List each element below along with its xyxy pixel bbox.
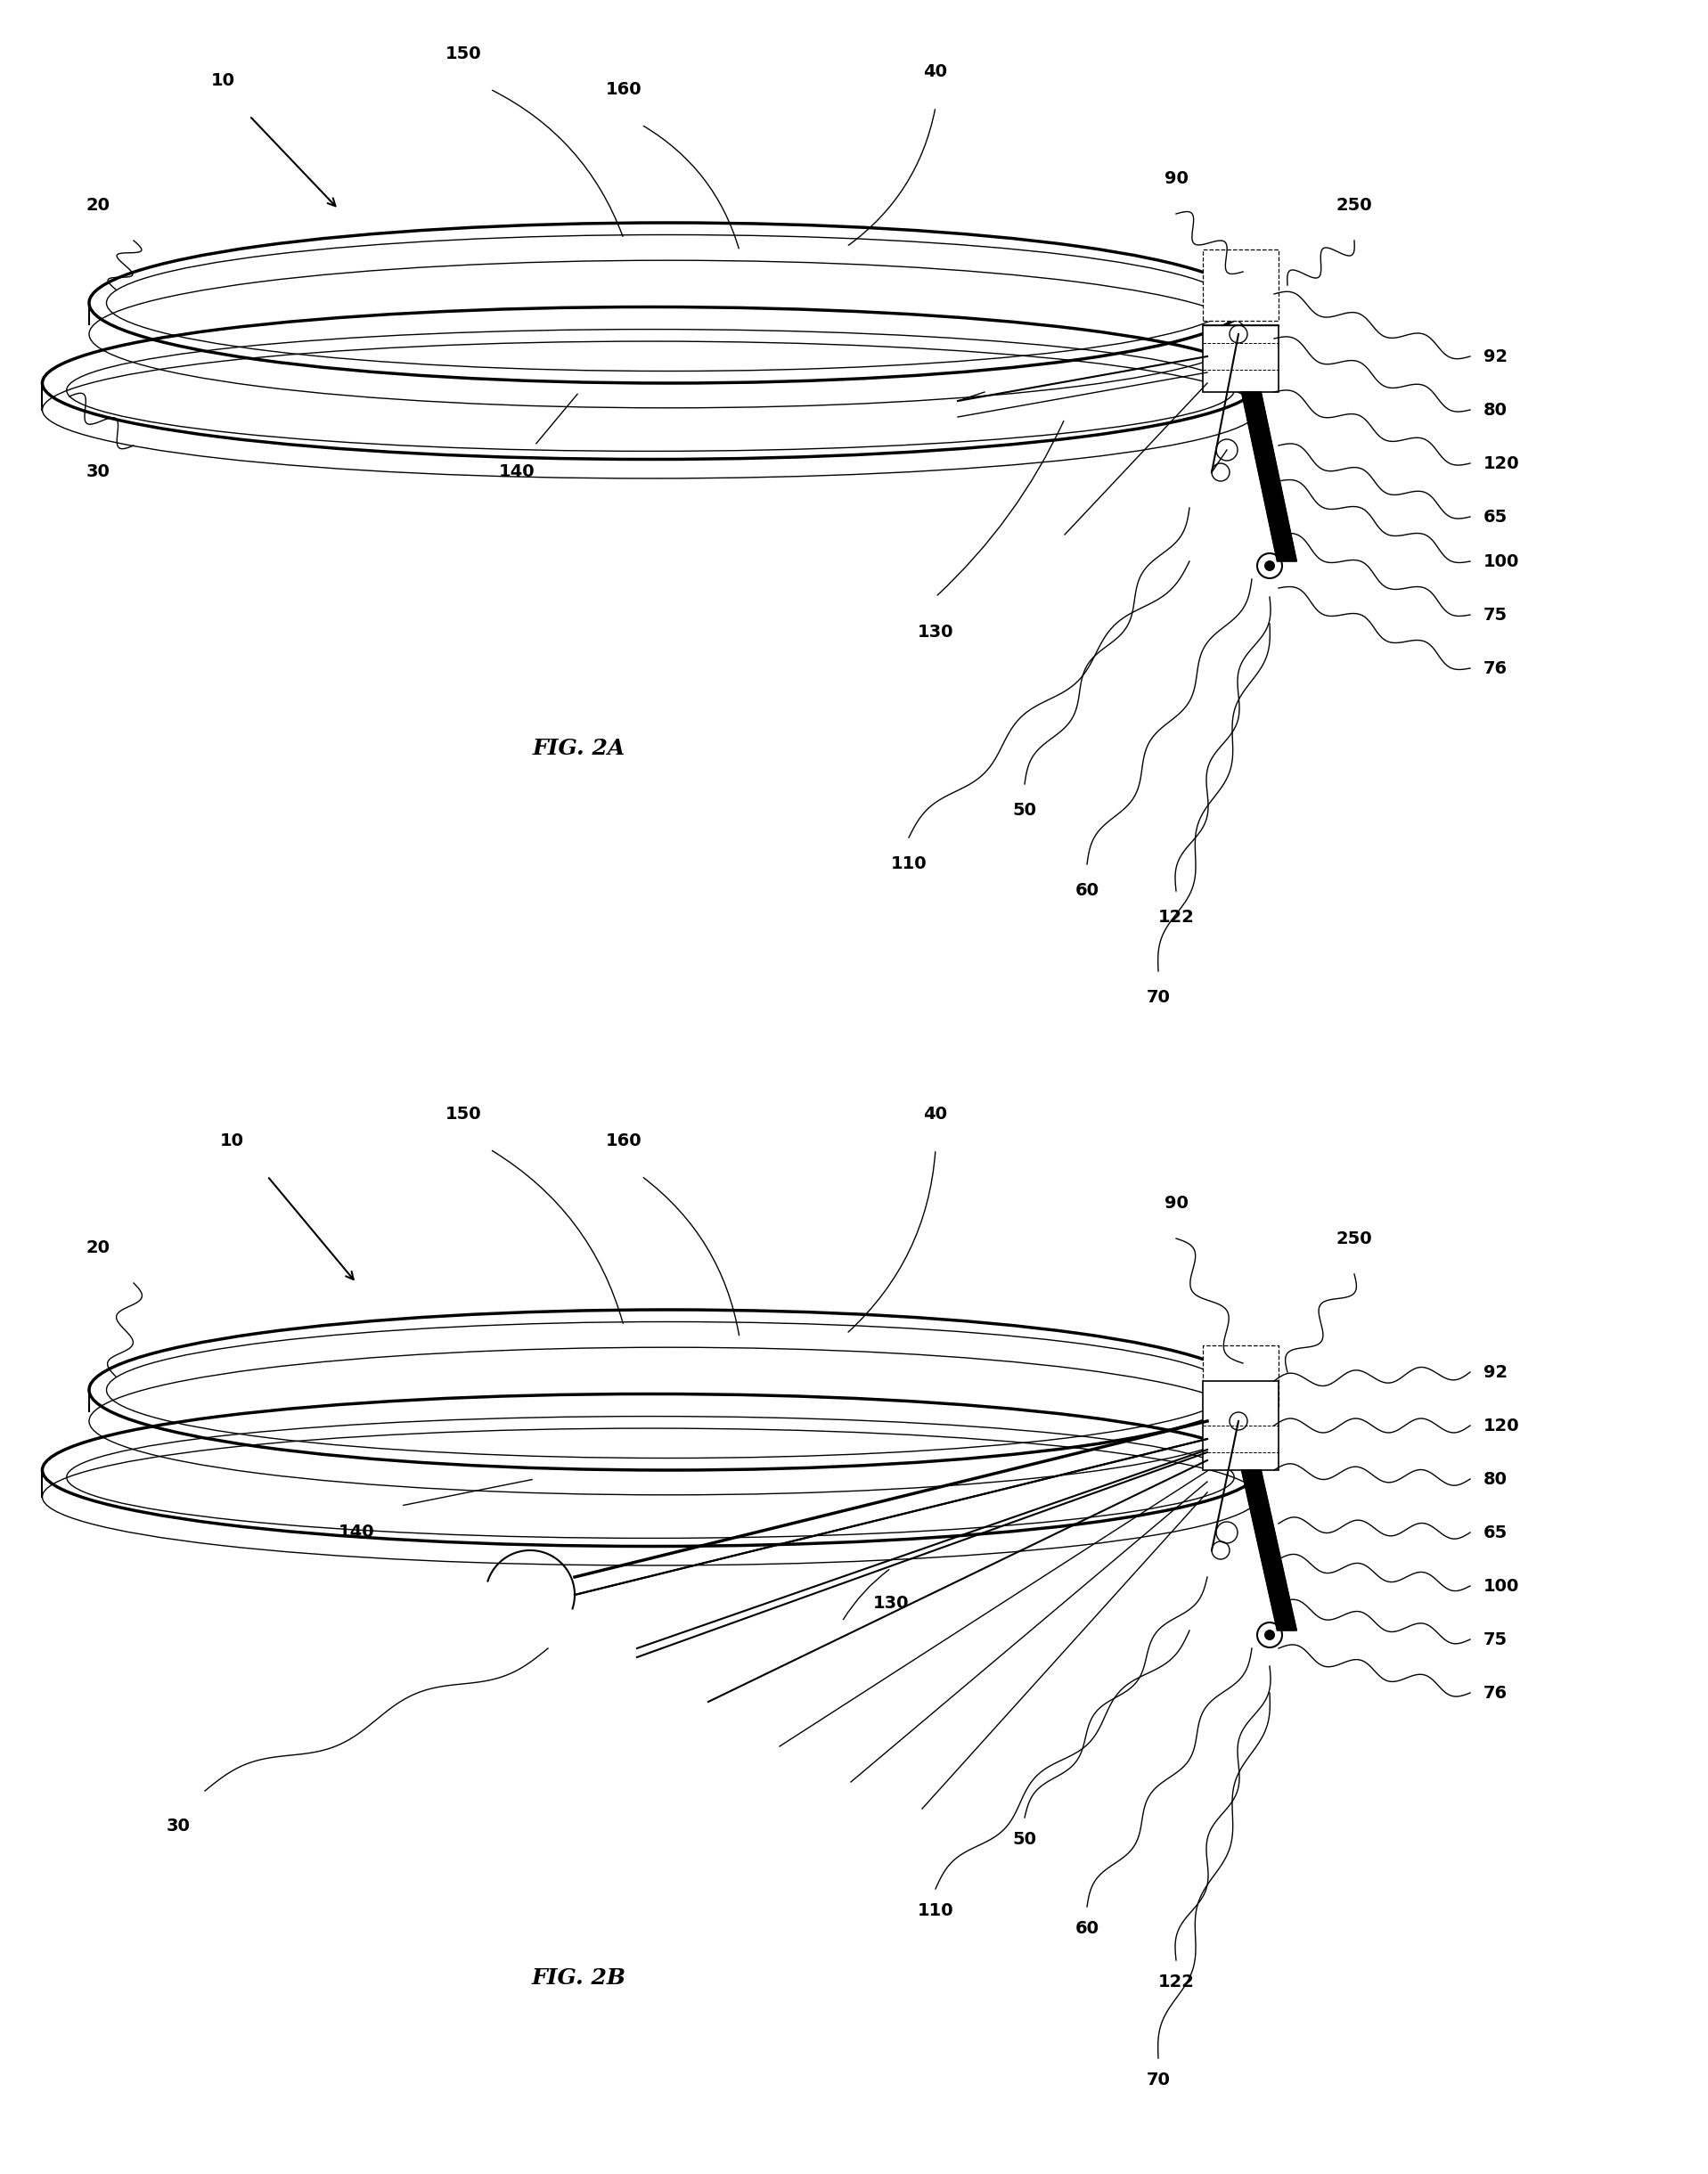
- Circle shape: [1264, 1630, 1274, 1641]
- Text: 40: 40: [924, 63, 948, 80]
- Text: 30: 30: [85, 463, 109, 480]
- Text: 140: 140: [338, 1524, 374, 1541]
- Circle shape: [1264, 561, 1274, 572]
- Text: 10: 10: [220, 1133, 244, 1150]
- Text: 65: 65: [1484, 509, 1508, 526]
- Bar: [1202, 326, 1279, 391]
- Text: 60: 60: [1074, 883, 1098, 900]
- Text: 80: 80: [1484, 402, 1508, 417]
- Text: 30: 30: [166, 1817, 190, 1835]
- Text: 120: 120: [1484, 1417, 1520, 1435]
- Text: FIG. 2A: FIG. 2A: [533, 737, 625, 759]
- Text: 160: 160: [606, 1133, 642, 1150]
- Text: 130: 130: [917, 624, 953, 641]
- Text: 75: 75: [1484, 1630, 1508, 1648]
- Text: FIG. 2B: FIG. 2B: [531, 1967, 627, 1989]
- Text: 160: 160: [606, 80, 642, 98]
- Text: 100: 100: [1484, 1578, 1520, 1594]
- Text: 250: 250: [1336, 198, 1373, 213]
- Text: 100: 100: [1484, 552, 1520, 570]
- Text: 60: 60: [1074, 1920, 1098, 1937]
- Text: 50: 50: [1013, 802, 1037, 820]
- Text: 150: 150: [446, 1107, 482, 1122]
- Text: 20: 20: [85, 1239, 109, 1257]
- Text: 120: 120: [1484, 454, 1520, 472]
- Text: 70: 70: [1146, 2072, 1170, 2089]
- Text: 122: 122: [1158, 1974, 1194, 1991]
- Text: 76: 76: [1484, 659, 1508, 676]
- Bar: [1202, 250, 1279, 322]
- Text: 92: 92: [1484, 1363, 1508, 1380]
- Text: 40: 40: [924, 1107, 948, 1122]
- Bar: [1202, 1346, 1279, 1409]
- Text: 122: 122: [1158, 909, 1194, 926]
- Text: 76: 76: [1484, 1685, 1508, 1702]
- Polygon shape: [1242, 391, 1296, 561]
- Text: 250: 250: [1336, 1230, 1373, 1248]
- Text: 92: 92: [1484, 348, 1508, 365]
- Text: 130: 130: [873, 1596, 909, 1611]
- Text: 20: 20: [85, 198, 109, 213]
- Bar: [1202, 1380, 1279, 1470]
- Text: 90: 90: [1165, 170, 1189, 187]
- Text: 50: 50: [1013, 1831, 1037, 1848]
- Text: 75: 75: [1484, 607, 1508, 624]
- Text: 70: 70: [1146, 989, 1170, 1007]
- Text: 80: 80: [1484, 1470, 1508, 1487]
- Text: 110: 110: [917, 1902, 953, 1920]
- Text: 140: 140: [499, 463, 535, 480]
- Text: 10: 10: [210, 72, 234, 89]
- Text: 90: 90: [1165, 1196, 1189, 1211]
- Text: 110: 110: [890, 854, 927, 872]
- Polygon shape: [1242, 1470, 1296, 1630]
- Text: 65: 65: [1484, 1524, 1508, 1541]
- Text: 150: 150: [446, 46, 482, 63]
